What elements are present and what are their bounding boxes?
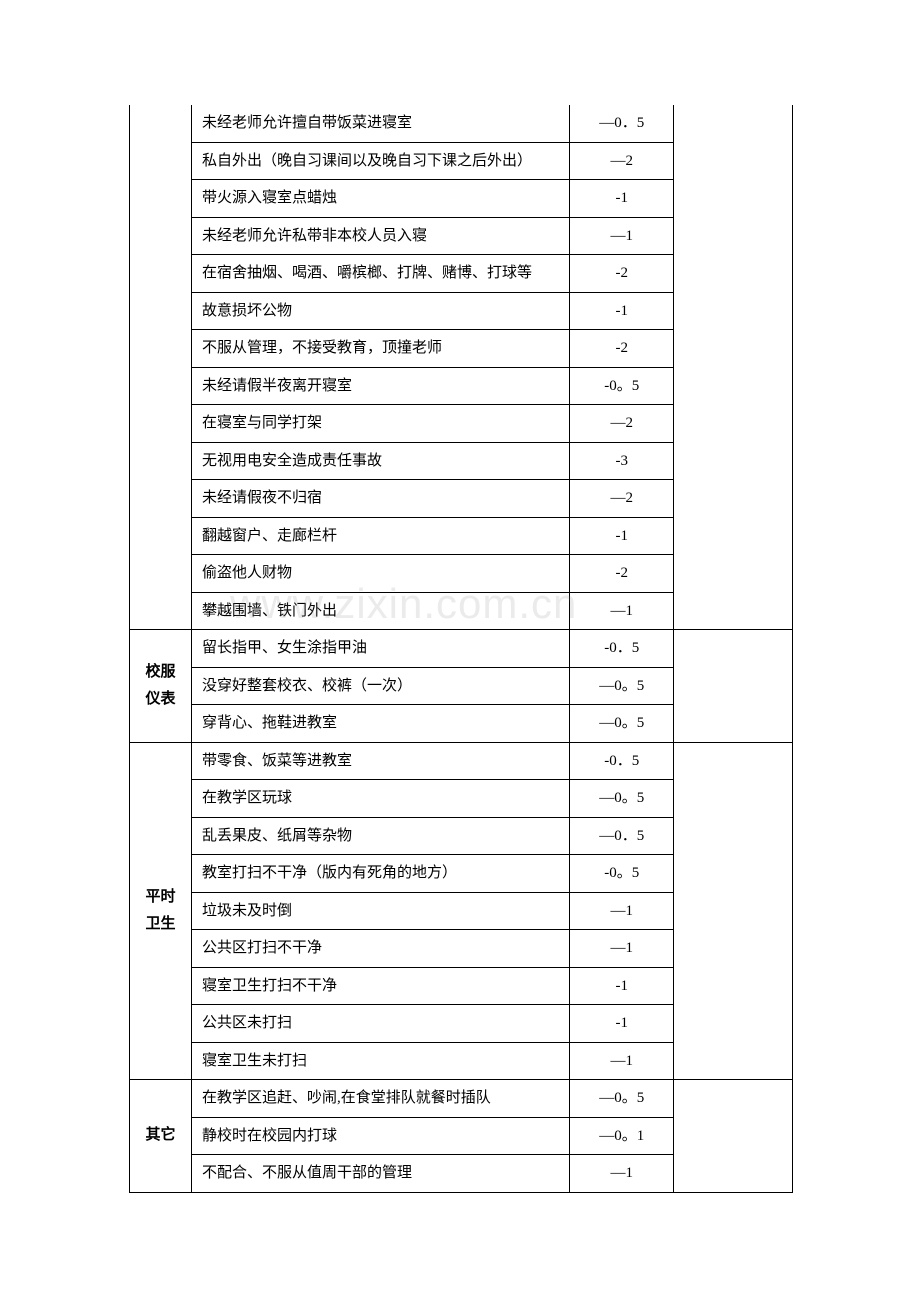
description-cell: 不配合、不服从值周干部的管理 [191, 1155, 569, 1193]
description-cell: 攀越围墙、铁门外出 [191, 592, 569, 630]
scoring-table-container: 未经老师允许擅自带饭菜进寝室—0．5私自外出（晚自习课间以及晚自习下课之后外出）… [129, 105, 793, 1193]
description-cell: 未经老师允许擅自带饭菜进寝室 [191, 105, 569, 142]
description-cell: 带火源入寝室点蜡烛 [191, 180, 569, 218]
description-cell: 公共区打扫不干净 [191, 930, 569, 968]
score-cell: —0．5 [570, 105, 674, 142]
score-cell: -0。5 [570, 855, 674, 893]
score-cell: -2 [570, 555, 674, 593]
table-row: 未经老师允许擅自带饭菜进寝室—0．5 [130, 105, 793, 142]
score-cell: -2 [570, 255, 674, 293]
description-cell: 在教学区玩球 [191, 780, 569, 818]
score-cell: -1 [570, 967, 674, 1005]
score-cell: -0。5 [570, 367, 674, 405]
description-cell: 乱丢果皮、纸屑等杂物 [191, 817, 569, 855]
table-body: 未经老师允许擅自带饭菜进寝室—0．5私自外出（晚自习课间以及晚自习下课之后外出）… [130, 105, 793, 1192]
description-cell: 不服从管理，不接受教育，顶撞老师 [191, 330, 569, 368]
description-cell: 未经请假半夜离开寝室 [191, 367, 569, 405]
score-cell: —1 [570, 892, 674, 930]
score-cell: —0。5 [570, 1080, 674, 1118]
score-cell: —0。5 [570, 667, 674, 705]
description-cell: 公共区未打扫 [191, 1005, 569, 1043]
description-cell: 无视用电安全造成责任事故 [191, 442, 569, 480]
score-cell: -2 [570, 330, 674, 368]
description-cell: 寝室卫生未打扫 [191, 1042, 569, 1080]
description-cell: 带零食、饭菜等进教室 [191, 742, 569, 780]
description-cell: 穿背心、拖鞋进教室 [191, 705, 569, 743]
description-cell: 在教学区追赶、吵闹,在食堂排队就餐时插队 [191, 1080, 569, 1118]
description-cell: 偷盗他人财物 [191, 555, 569, 593]
description-cell: 静校时在校园内打球 [191, 1117, 569, 1155]
description-cell: 垃圾未及时倒 [191, 892, 569, 930]
description-cell: 寝室卫生打扫不干净 [191, 967, 569, 1005]
score-cell: —1 [570, 1155, 674, 1193]
score-cell: —2 [570, 480, 674, 518]
score-cell: —2 [570, 142, 674, 180]
score-cell: —1 [570, 930, 674, 968]
category-cell [130, 105, 192, 630]
notes-cell [674, 105, 793, 630]
description-cell: 私自外出（晚自习课间以及晚自习下课之后外出） [191, 142, 569, 180]
score-cell: —2 [570, 405, 674, 443]
score-cell: -1 [570, 292, 674, 330]
score-cell: —0。5 [570, 780, 674, 818]
notes-cell [674, 630, 793, 743]
scoring-table: 未经老师允许擅自带饭菜进寝室—0．5私自外出（晚自习课间以及晚自习下课之后外出）… [129, 105, 793, 1193]
description-cell: 未经请假夜不归宿 [191, 480, 569, 518]
table-row: 校服仪表留长指甲、女生涂指甲油-0．5 [130, 630, 793, 668]
table-row: 其它在教学区追赶、吵闹,在食堂排队就餐时插队—0。5 [130, 1080, 793, 1118]
description-cell: 故意损坏公物 [191, 292, 569, 330]
category-cell: 其它 [130, 1080, 192, 1193]
score-cell: —0。1 [570, 1117, 674, 1155]
score-cell: —1 [570, 592, 674, 630]
score-cell: -0．5 [570, 742, 674, 780]
score-cell: -3 [570, 442, 674, 480]
notes-cell [674, 742, 793, 1080]
category-cell: 校服仪表 [130, 630, 192, 743]
description-cell: 没穿好整套校衣、校裤（一次） [191, 667, 569, 705]
score-cell: —0。5 [570, 705, 674, 743]
description-cell: 在寝室与同学打架 [191, 405, 569, 443]
description-cell: 教室打扫不干净（版内有死角的地方） [191, 855, 569, 893]
score-cell: —1 [570, 1042, 674, 1080]
description-cell: 翻越窗户、走廊栏杆 [191, 517, 569, 555]
score-cell: -1 [570, 517, 674, 555]
notes-cell [674, 1080, 793, 1193]
category-cell: 平时卫生 [130, 742, 192, 1080]
description-cell: 未经老师允许私带非本校人员入寝 [191, 217, 569, 255]
score-cell: -0．5 [570, 630, 674, 668]
score-cell: —0．5 [570, 817, 674, 855]
description-cell: 留长指甲、女生涂指甲油 [191, 630, 569, 668]
score-cell: -1 [570, 1005, 674, 1043]
score-cell: —1 [570, 217, 674, 255]
score-cell: -1 [570, 180, 674, 218]
description-cell: 在宿舍抽烟、喝酒、嚼槟榔、打牌、赌博、打球等 [191, 255, 569, 293]
table-row: 平时卫生带零食、饭菜等进教室-0．5 [130, 742, 793, 780]
